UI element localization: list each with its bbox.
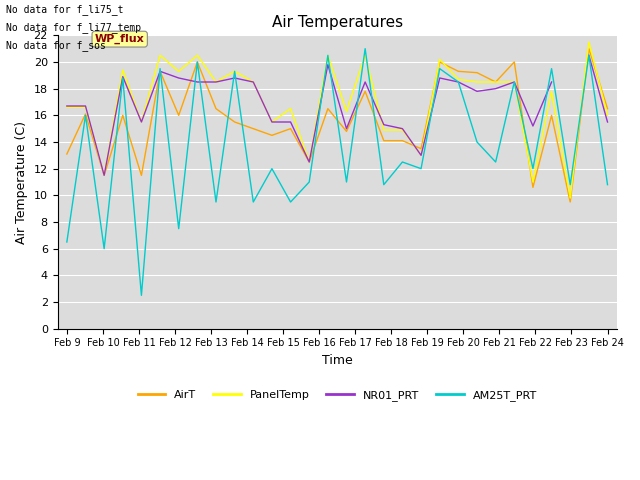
Title: Air Temperatures: Air Temperatures — [271, 15, 403, 30]
Legend: AirT, PanelTemp, NR01_PRT, AM25T_PRT: AirT, PanelTemp, NR01_PRT, AM25T_PRT — [133, 385, 541, 405]
Text: No data for f_li77_temp: No data for f_li77_temp — [6, 22, 141, 33]
Text: No data for f_li75_t: No data for f_li75_t — [6, 4, 124, 15]
Text: No data for f_sos: No data for f_sos — [6, 40, 106, 51]
X-axis label: Time: Time — [322, 354, 353, 367]
Text: WP_flux: WP_flux — [95, 34, 145, 44]
Y-axis label: Air Temperature (C): Air Temperature (C) — [15, 120, 28, 243]
